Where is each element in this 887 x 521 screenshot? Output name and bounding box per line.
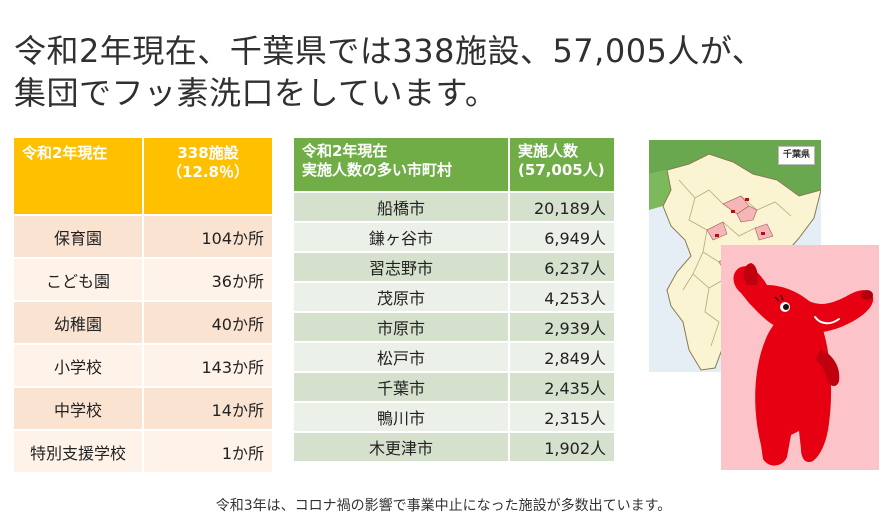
city-count: 2,435人: [508, 371, 614, 401]
facility-header-period: 令和2年現在: [14, 138, 142, 214]
table-row: 保育園 104か所: [14, 214, 272, 257]
city-header-period: 令和2年現在: [302, 142, 388, 160]
city-name: 千葉市: [294, 371, 508, 401]
city-count: 2,849人: [508, 341, 614, 371]
facility-table: 令和2年現在 338施設 （12.8％） 保育園 104か所 こども園 36か所…: [14, 138, 272, 472]
facility-type: 中学校: [14, 386, 142, 429]
city-count: 6,237人: [508, 251, 614, 281]
headline-line-1: 令和2年現在、千葉県では338施設、57,005人が、: [14, 32, 765, 70]
table-row: 幼稚園 40か所: [14, 300, 272, 343]
city-count: 1,902人: [508, 431, 614, 461]
map-badge: 千葉県: [777, 146, 815, 165]
city-header-count-total: (57,005人): [518, 161, 605, 179]
city-table-header: 令和2年現在 実施人数の多い市町村 実施人数 (57,005人): [294, 138, 614, 191]
table-row: 茂原市 4,253人: [294, 281, 614, 311]
facility-count: 1か所: [142, 429, 272, 472]
city-name: 船橋市: [294, 191, 508, 221]
city-name: 木更津市: [294, 431, 508, 461]
city-header-label: 令和2年現在 実施人数の多い市町村: [294, 138, 508, 191]
city-name: 習志野市: [294, 251, 508, 281]
city-name: 松戸市: [294, 341, 508, 371]
facility-count: 40か所: [142, 300, 272, 343]
facility-header-count: 338施設: [177, 144, 239, 162]
facility-count: 36か所: [142, 257, 272, 300]
facility-header-total: 338施設 （12.8％）: [142, 138, 272, 214]
city-name: 鎌ヶ谷市: [294, 221, 508, 251]
mascot-illustration: [721, 245, 879, 470]
city-name: 茂原市: [294, 281, 508, 311]
table-row: 鴨川市 2,315人: [294, 401, 614, 431]
table-row: 千葉市 2,435人: [294, 371, 614, 401]
headline-line-2: 集団でフッ素洗口をしています。: [14, 74, 498, 112]
city-name: 市原市: [294, 311, 508, 341]
headline: 令和2年現在、千葉県では338施設、57,005人が、 集団でフッ素洗口をしてい…: [14, 30, 874, 114]
table-row: 市原市 2,939人: [294, 311, 614, 341]
city-count: 2,315人: [508, 401, 614, 431]
table-row: 木更津市 1,902人: [294, 431, 614, 461]
table-row: 習志野市 6,237人: [294, 251, 614, 281]
city-count: 2,939人: [508, 311, 614, 341]
city-header-description: 実施人数の多い市町村: [302, 161, 453, 179]
facility-type: 小学校: [14, 343, 142, 386]
facility-type: こども園: [14, 257, 142, 300]
facility-table-header: 令和2年現在 338施設 （12.8％）: [14, 138, 272, 214]
table-row: 船橋市 20,189人: [294, 191, 614, 221]
facility-type: 保育園: [14, 214, 142, 257]
city-header-count-label: 実施人数: [518, 142, 579, 160]
facility-count: 104か所: [142, 214, 272, 257]
city-count: 20,189人: [508, 191, 614, 221]
table-row: 鎌ヶ谷市 6,949人: [294, 221, 614, 251]
city-header-total: 実施人数 (57,005人): [508, 138, 614, 191]
table-row: 中学校 14か所: [14, 386, 272, 429]
city-count: 4,253人: [508, 281, 614, 311]
table-row: 小学校 143か所: [14, 343, 272, 386]
facility-type: 特別支援学校: [14, 429, 142, 472]
footnote: 令和3年は、コロナ禍の影響で事業中止になった施設が多数出ています。: [215, 498, 672, 514]
table-row: こども園 36か所: [14, 257, 272, 300]
facility-count: 14か所: [142, 386, 272, 429]
facility-header-percent: （12.8％）: [166, 163, 249, 181]
city-count: 6,949人: [508, 221, 614, 251]
facility-count: 143か所: [142, 343, 272, 386]
table-row: 特別支援学校 1か所: [14, 429, 272, 472]
facility-type: 幼稚園: [14, 300, 142, 343]
table-row: 松戸市 2,849人: [294, 341, 614, 371]
chiba-kun-mascot: [721, 245, 879, 470]
city-table: 令和2年現在 実施人数の多い市町村 実施人数 (57,005人) 船橋市 20,…: [294, 138, 614, 461]
city-name: 鴨川市: [294, 401, 508, 431]
